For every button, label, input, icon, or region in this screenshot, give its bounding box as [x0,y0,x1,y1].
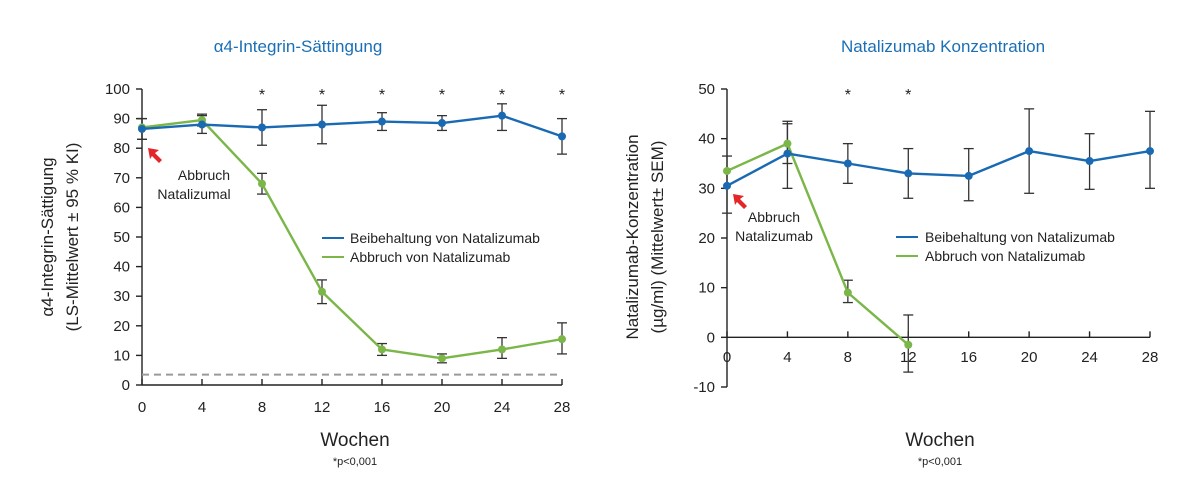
series-line-maintain [141,114,563,138]
y-tick-label: 0 [122,377,130,394]
y-tick-label: 50 [698,81,715,98]
data-point-discontinue [258,179,266,188]
data-point-maintain [198,120,206,129]
significance-marker: * [379,87,385,104]
data-point-maintain [1025,147,1034,156]
significance-marker: * [319,87,325,104]
x-tick-label: 12 [314,399,331,416]
x-tick-label: 20 [1021,349,1038,366]
annotation-line2: Natalizumal [157,186,230,202]
chart-integrin-saturation: α4-Integrin-Sättingung α4-Integrin-Sätti… [38,37,570,468]
annotation-line2: Natalizumab [735,228,813,244]
data-point-maintain [783,149,792,158]
legend-label-maintain: Beibehaltung von Natalizumab [925,229,1115,245]
y-tick-label: 0 [707,329,715,346]
series-line-discontinue [726,142,910,346]
y-tick-label: 70 [113,170,130,187]
footnote: *p<0,001 [333,456,377,468]
data-point-maintain [723,181,731,190]
data-point-maintain [843,159,852,168]
data-point-maintain [1146,147,1154,156]
x-tick-label: 8 [258,399,266,416]
data-point-maintain [438,119,446,128]
y-axis-label-line1: α4-Integrin-Sättigung [38,157,57,316]
data-point-discontinue [723,166,731,175]
data-point-discontinue [783,139,792,148]
data-point-discontinue [843,288,852,297]
data-point-maintain [964,171,973,180]
x-tick-label: 20 [434,399,451,416]
data-point-maintain [378,117,386,126]
y-tick-label: 40 [698,131,715,148]
x-tick-label: 24 [1081,349,1098,366]
significance-marker: * [905,87,911,104]
x-tick-label: 4 [783,349,791,366]
y-tick-label: 10 [698,280,715,297]
y-tick-label: 30 [113,288,130,305]
data-point-maintain [138,124,146,133]
data-point-maintain [558,132,566,141]
data-point-discontinue [558,335,566,344]
legend-label-maintain: Beibehaltung von Natalizumab [350,230,540,246]
y-axis-label-line2: (µg/ml) (Mittelwert± SEM) [648,141,667,334]
red-arrow-icon [733,194,747,209]
legend-label-discontinue: Abbruch von Natalizumab [350,249,511,265]
y-tick-label: 30 [698,180,715,197]
x-tick-label: 16 [374,399,391,416]
data-point-discontinue [438,354,446,363]
x-tick-label: 8 [844,349,852,366]
y-tick-label: -10 [693,379,715,396]
x-tick-label: 0 [138,399,146,416]
y-axis-label-line1: Natalizumab-Konzentration [623,134,642,339]
y-tick-label: 60 [113,199,130,216]
series-line-maintain [726,149,1151,187]
significance-marker: * [439,87,445,104]
y-tick-label: 40 [113,259,130,276]
data-point-maintain [258,123,266,132]
footnote: *p<0,001 [918,456,962,468]
significance-marker: * [559,87,565,104]
y-tick-label: 80 [113,140,130,157]
x-tick-label: 24 [494,399,511,416]
chart-title: Natalizumab Konzentration [841,37,1045,56]
chart-title: α4-Integrin-Sättingung [214,37,383,56]
data-point-discontinue [378,345,386,354]
significance-marker: * [845,87,851,104]
y-tick-label: 100 [105,81,130,98]
data-point-discontinue [498,345,506,354]
x-tick-label: 16 [960,349,977,366]
annotation-line1: Abbruch [748,209,800,225]
data-point-maintain [498,111,506,120]
data-point-maintain [1085,157,1094,166]
data-point-maintain [904,169,913,178]
y-axis-label-line2: (LS-Mittelwert ± 95 % KI) [63,143,82,332]
series-line-discontinue [141,118,563,360]
red-arrow-icon [148,148,162,163]
y-tick-label: 50 [113,229,130,246]
significance-marker: * [499,87,505,104]
data-point-maintain [318,120,326,129]
x-axis-label: Wochen [905,430,974,451]
y-tick-label: 10 [113,347,130,364]
x-tick-label: 28 [554,399,571,416]
y-tick-label: 20 [113,318,130,335]
data-point-discontinue [904,340,913,349]
annotation-line1: Abbruch [178,167,230,183]
chart-natalizumab-concentration: Natalizumab Konzentration Natalizumab-Ko… [623,37,1158,468]
data-point-discontinue [318,287,326,296]
legend-label-discontinue: Abbruch von Natalizumab [925,248,1086,264]
x-axis-label: Wochen [320,430,389,451]
x-tick-label: 4 [198,399,206,416]
significance-marker: * [259,87,265,104]
x-tick-label: 28 [1142,349,1159,366]
y-tick-label: 20 [698,230,715,247]
y-tick-label: 90 [113,111,130,128]
x-tick-label: 0 [723,349,731,366]
